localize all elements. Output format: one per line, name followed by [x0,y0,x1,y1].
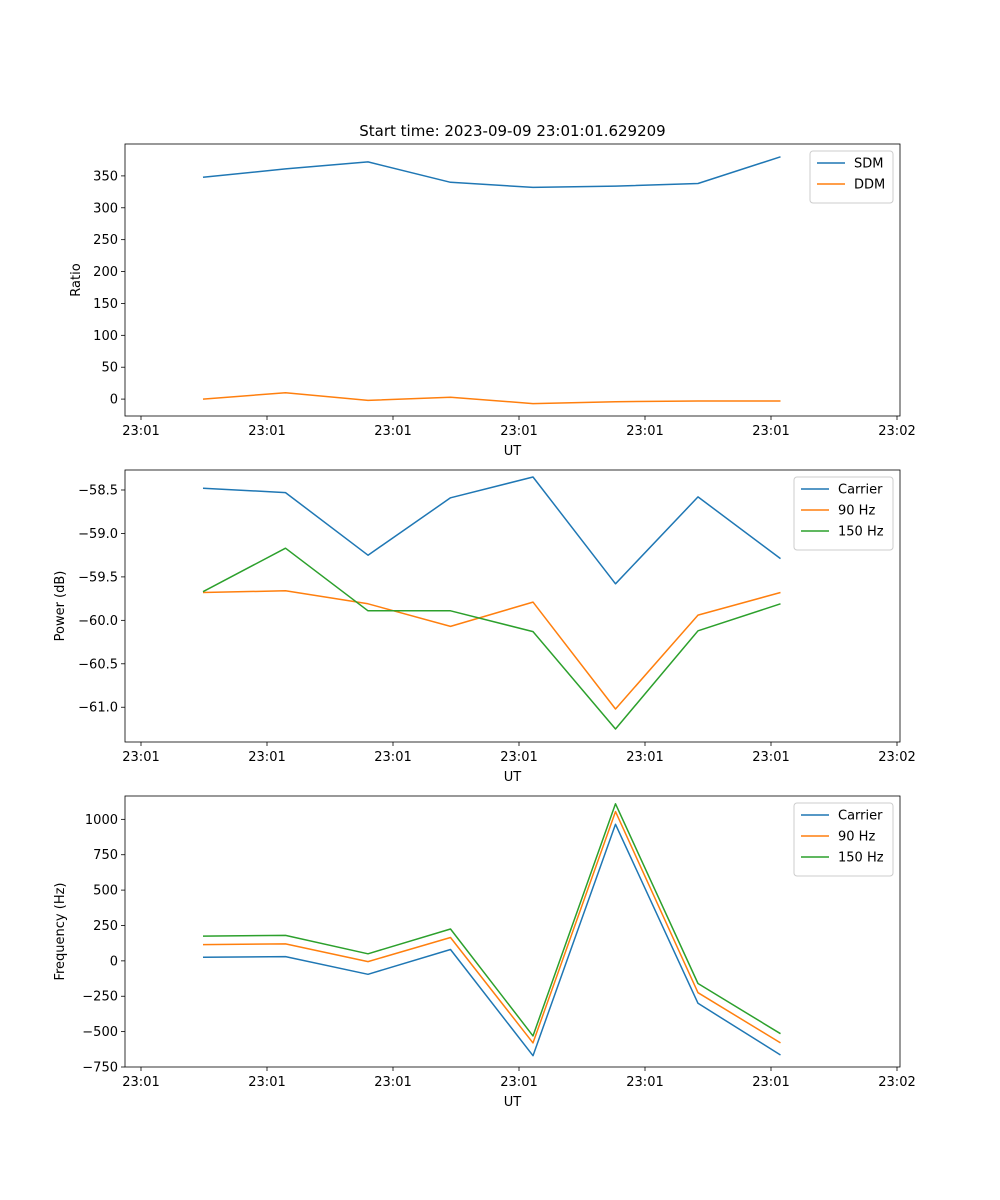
y-tick-label: 200 [93,265,118,280]
legend: Carrier 90 Hz 150 Hz [793,802,894,877]
series-line-carrier [202,823,781,1057]
x-tick-label: 23:01 [752,1075,789,1090]
x-tick-label: 23:01 [374,424,411,439]
legend-label-carrier: Carrier [838,809,883,824]
x-tick-label: 23:01 [122,424,159,439]
y-tick-label: 250 [93,233,118,248]
x-tick-label: 23:01 [122,1075,159,1090]
chart-panel-2: 23:01 23:01 23:01 23:01 23:01 23:01 23:02 −58.5… [53,469,916,785]
x-axis-label: UT [504,770,522,785]
y-tick-label: 750 [93,848,118,863]
y-tick-label: 350 [93,169,118,184]
x-tick-label: 23:01 [752,424,789,439]
x-tick-label: 23:01 [248,424,285,439]
legend-box [809,150,894,204]
y-tick-label: −59.0 [78,527,118,542]
series-line-90-hz [202,810,781,1044]
y-tick-label: −58.5 [78,483,118,498]
axes-frame [124,795,901,1068]
x-tick-label: 23:01 [752,750,789,765]
legend-label-90-hz: 90 Hz [838,504,875,519]
x-tick-label: 23:02 [878,1075,915,1090]
legend-label-90-hz: 90 Hz [838,830,875,845]
y-tick-label: 0 [110,954,118,969]
y-tick-label: 150 [93,297,118,312]
y-tick-label: 300 [93,201,118,216]
series-line-150-hz [202,803,781,1037]
y-tick-label: 500 [93,884,118,899]
x-tick-label: 23:01 [374,750,411,765]
legend-label-carrier: Carrier [838,483,883,498]
y-tick-label: −250 [82,990,118,1005]
series-line-150-hz [202,547,781,730]
x-tick-label: 23:01 [248,1075,285,1090]
legend-label-sdm: SDM [854,157,883,172]
x-tick-label: 23:01 [500,424,537,439]
x-axis-label: UT [504,1095,522,1110]
series-line-sdm [202,156,781,189]
x-tick-label: 23:01 [500,750,537,765]
x-tick-label: 23:01 [500,1075,537,1090]
y-tick-label: 100 [93,329,118,344]
y-axis-label: Power (dB) [53,571,68,642]
y-axis-label: Ratio [69,263,84,296]
y-tick-label: 1000 [85,813,118,828]
chart-panel-1: 23:01 23:01 23:01 23:01 23:01 23:01 23:02 0 50 10… [69,143,916,459]
legend-label-ddm: DDM [854,178,885,193]
y-tick-label: −750 [82,1061,118,1076]
series-line-90-hz [202,590,781,710]
x-tick-label: 23:01 [626,1075,663,1090]
legend-label-150-hz: 150 Hz [838,525,884,540]
series-line-carrier [202,476,781,585]
x-tick-label: 23:02 [878,750,915,765]
legend-label-150-hz: 150 Hz [838,851,884,866]
x-axis-label: UT [504,444,522,459]
legend: SDM DDM [809,150,894,204]
y-tick-label: −60.5 [78,657,118,672]
axes-frame [124,469,901,743]
x-tick-label: 23:01 [122,750,159,765]
x-tick-label: 23:01 [374,1075,411,1090]
x-tick-label: 23:02 [878,424,915,439]
y-tick-label: −61.0 [78,701,118,716]
chart-panel-3: 23:01 23:01 23:01 23:01 23:01 23:01 23:02 −750 −… [53,795,916,1110]
x-tick-label: 23:01 [626,750,663,765]
y-tick-label: −500 [82,1025,118,1040]
y-tick-label: 0 [110,393,118,408]
series-line-ddm [202,391,781,405]
x-tick-label: 23:01 [626,424,663,439]
charts: 23:01 23:01 23:01 23:01 23:01 23:01 23:02 0 50 10… [53,143,916,1110]
y-axis-label: Frequency (Hz) [53,882,68,980]
y-tick-label: 50 [101,361,118,376]
y-tick-label: −59.5 [78,570,118,585]
axes-frame [124,143,901,417]
y-tick-label: 250 [93,919,118,934]
legend: Carrier 90 Hz 150 Hz [793,476,894,551]
x-tick-label: 23:01 [248,750,285,765]
y-tick-label: −60.0 [78,614,118,629]
figure-title: Start time: 2023-09-09 23:01:01.629209 [359,122,665,140]
